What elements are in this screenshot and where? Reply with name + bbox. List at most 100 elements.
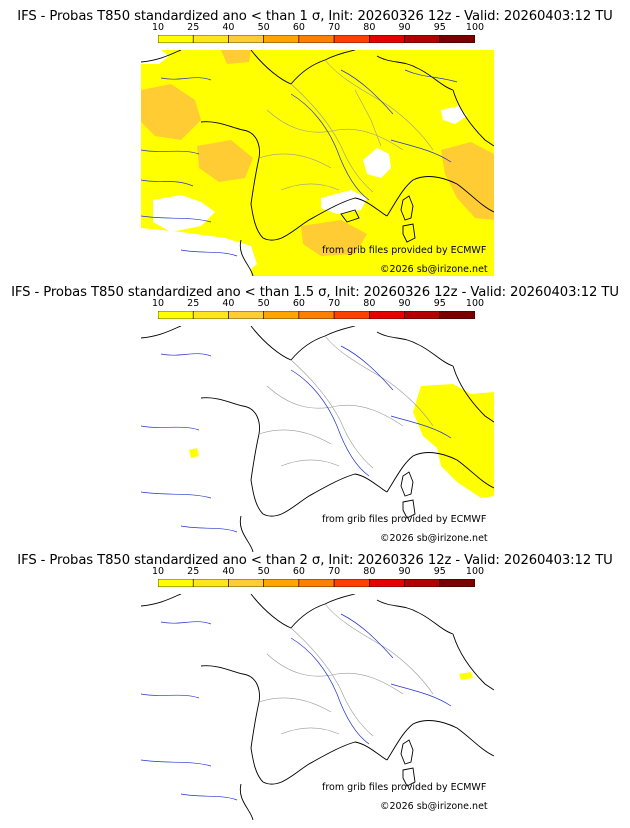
rivers — [141, 69, 458, 257]
copyright-credit: ©2026 sb@irizone.net — [380, 801, 488, 812]
colorbar-segment — [404, 579, 441, 587]
borders — [258, 335, 434, 469]
colorbar-ticks: 10 25 40 50 60 70 80 90 95 100 — [152, 298, 484, 310]
borders — [258, 59, 434, 193]
colorbar-segment — [228, 579, 264, 587]
colorbar-ticks: 10 25 40 50 60 70 80 90 95 100 — [152, 566, 484, 578]
colorbar-tick-label: 100 — [465, 22, 485, 33]
colorbar-tick-label: 95 — [433, 22, 446, 33]
colorbar-tick-label: 50 — [257, 298, 270, 309]
colorbar-tick-label: 10 — [151, 298, 165, 309]
probability-fill-40 — [441, 142, 494, 220]
no-probability-area — [363, 148, 391, 178]
colorbar-tick-label: 70 — [328, 298, 341, 309]
colorbar-tick-label: 95 — [433, 298, 446, 309]
panel-title: IFS - Probas T850 standardized ano < tha… — [17, 9, 613, 24]
colorbar-tick-label: 100 — [465, 298, 485, 309]
copyright-credit: ©2026 sb@irizone.net — [380, 264, 488, 275]
colorbar-tick-label: 10 — [151, 566, 165, 577]
colorbar — [158, 35, 475, 43]
colorbar-segment — [158, 579, 194, 587]
probability-fill-10 — [413, 384, 494, 498]
probability-fill-40 — [301, 220, 367, 256]
panel-title: IFS - Probas T850 standardized ano < tha… — [17, 553, 613, 568]
colorbar-segment — [158, 35, 194, 43]
colorbar-tick-label: 100 — [465, 566, 485, 577]
colorbar-segment — [439, 311, 475, 319]
panel-title: IFS - Probas T850 standardized ano < tha… — [11, 285, 619, 300]
probability-fill-40 — [221, 50, 251, 64]
colorbar-segment — [404, 311, 441, 319]
map-canvas — [141, 50, 494, 276]
source-credit: from grib files provided by ECMWF — [322, 782, 487, 793]
probability-fill-40 — [197, 140, 253, 182]
source-credit: from grib files provided by ECMWF — [322, 514, 487, 525]
colorbar-tick-label: 25 — [187, 566, 200, 577]
map-frame — [141, 326, 494, 552]
probability-fill-10 — [189, 448, 199, 458]
colorbar-segment — [369, 311, 405, 319]
colorbar-tick-label: 40 — [222, 566, 235, 577]
coastlines — [141, 594, 494, 820]
no-probability-area — [441, 106, 467, 124]
colorbar-segment — [263, 35, 300, 43]
colorbar-tick-label: 60 — [292, 22, 305, 33]
no-probability-area — [153, 195, 215, 232]
colorbar-tick-label: 25 — [187, 22, 200, 33]
rivers — [141, 613, 452, 801]
colorbar-tick-label: 90 — [398, 298, 411, 309]
colorbar-segment — [298, 35, 335, 43]
colorbar — [158, 311, 475, 319]
colorbar-tick-label: 60 — [292, 566, 305, 577]
copyright-credit: ©2026 sb@irizone.net — [380, 533, 488, 544]
colorbar-tick-label: 60 — [292, 298, 305, 309]
colorbar-segment — [192, 35, 229, 43]
colorbar-tick-label: 50 — [257, 22, 270, 33]
colorbar-segment — [369, 35, 405, 43]
probability-fill-10 — [459, 672, 473, 680]
map-canvas — [141, 594, 494, 820]
colorbar-tick-label: 80 — [363, 566, 376, 577]
colorbar-segment — [439, 35, 475, 43]
colorbar-tick-label: 40 — [222, 298, 235, 309]
colorbar-tick-label: 10 — [151, 22, 165, 33]
colorbar-tick-label: 80 — [363, 22, 376, 33]
colorbar-segment — [228, 311, 264, 319]
colorbar-segment — [192, 579, 229, 587]
borders — [258, 603, 434, 737]
colorbar — [158, 579, 475, 587]
colorbar-tick-label: 70 — [328, 22, 341, 33]
colorbar-segment — [298, 311, 335, 319]
colorbar-tick-label: 90 — [398, 22, 411, 33]
map-panel-2: IFS - Probas T850 standardized ano < tha… — [0, 276, 630, 552]
colorbar-segment — [333, 579, 370, 587]
colorbar-segment — [369, 579, 405, 587]
probability-fill-40 — [141, 84, 201, 140]
map-frame — [141, 50, 494, 276]
source-credit: from grib files provided by ECMWF — [322, 245, 487, 256]
colorbar-segment — [263, 579, 300, 587]
colorbar-tick-label: 25 — [187, 298, 200, 309]
colorbar-tick-label: 95 — [433, 566, 446, 577]
colorbar-ticks: 10 25 40 50 60 70 80 90 95 100 — [152, 22, 484, 34]
colorbar-tick-label: 40 — [222, 22, 235, 33]
colorbar-segment — [158, 311, 194, 319]
no-probability-area — [229, 262, 251, 276]
colorbar-segment — [228, 35, 264, 43]
map-panel-1: IFS - Probas T850 standardized ano < tha… — [0, 0, 630, 276]
colorbar-tick-label: 70 — [328, 566, 341, 577]
colorbar-segment — [333, 311, 370, 319]
colorbar-tick-label: 50 — [257, 566, 270, 577]
map-frame — [141, 594, 494, 820]
colorbar-segment — [333, 35, 370, 43]
colorbar-tick-label: 90 — [398, 566, 411, 577]
colorbar-segment — [263, 311, 300, 319]
map-panel-3: IFS - Probas T850 standardized ano < tha… — [0, 544, 630, 820]
colorbar-segment — [192, 311, 229, 319]
colorbar-segment — [439, 579, 475, 587]
colorbar-segment — [298, 579, 335, 587]
no-probability-area — [141, 50, 169, 64]
map-canvas — [141, 326, 494, 552]
colorbar-segment — [404, 35, 441, 43]
rivers — [141, 345, 452, 533]
